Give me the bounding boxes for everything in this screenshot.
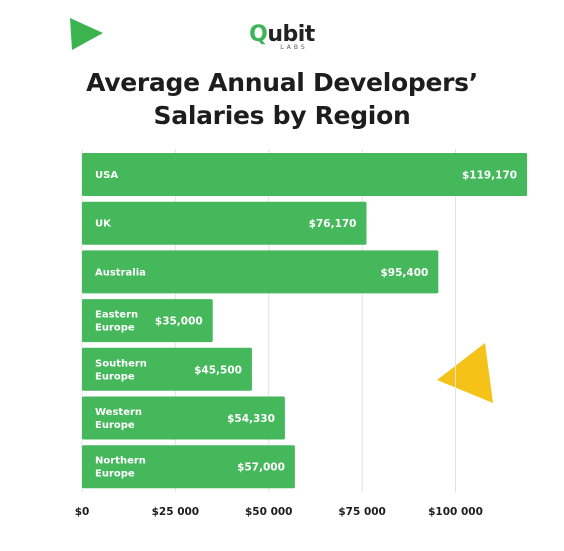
logo-q-letter: Q (249, 22, 268, 47)
bar-label-0-0: USA (95, 170, 118, 181)
bar-2 (82, 250, 439, 294)
qubit-labs-logo: Qubit LABS (0, 22, 564, 51)
bar-1 (82, 201, 367, 245)
logo-subtitle: LABS (280, 44, 308, 51)
bar-value-4: $45,500 (194, 364, 242, 376)
x-tick-label-4: $100 000 (428, 506, 483, 518)
bar-label-1-0: UK (95, 219, 112, 230)
bar-label-5-1: Europe (95, 420, 135, 431)
chart-title: Average Annual Developers’ Salaries by R… (0, 66, 564, 132)
bar-value-1: $76,170 (309, 218, 357, 230)
bar-value-5: $54,330 (227, 413, 275, 425)
bar-value-3: $35,000 (155, 316, 203, 328)
chart-title-line-1: Average Annual Developers’ (86, 68, 478, 97)
bar-label-5-0: Western (95, 407, 142, 418)
green-triangle-icon (70, 18, 103, 50)
x-tick-label-0: $0 (75, 506, 90, 518)
bar-value-0: $119,170 (462, 170, 517, 182)
bar-4 (82, 347, 252, 391)
bar-label-2-0: Australia (95, 267, 146, 278)
bar-label-4-0: Southern (95, 358, 147, 369)
chart-title-line-2: Salaries by Region (153, 101, 411, 130)
bar-6 (82, 445, 295, 489)
bar-value-2: $95,400 (380, 267, 428, 279)
logo-wordmark: Qubit (249, 22, 315, 47)
bar-label-3-1: Europe (95, 323, 135, 334)
bar-label-6-0: Northern (95, 456, 146, 467)
bar-value-6: $57,000 (237, 462, 285, 474)
x-tick-label-2: $50 000 (245, 506, 293, 518)
x-tick-label-1: $25 000 (152, 506, 200, 518)
logo-rest: ubit (267, 22, 315, 47)
bar-3 (82, 299, 213, 343)
bar-5 (82, 396, 285, 440)
bar-0 (82, 153, 528, 196)
bar-label-4-1: Europe (95, 371, 135, 382)
bar-label-3-0: Eastern (95, 310, 138, 321)
bar-label-6-1: Europe (95, 469, 135, 480)
yellow-triangle-icon (437, 343, 493, 403)
x-tick-label-3: $75 000 (338, 506, 386, 518)
